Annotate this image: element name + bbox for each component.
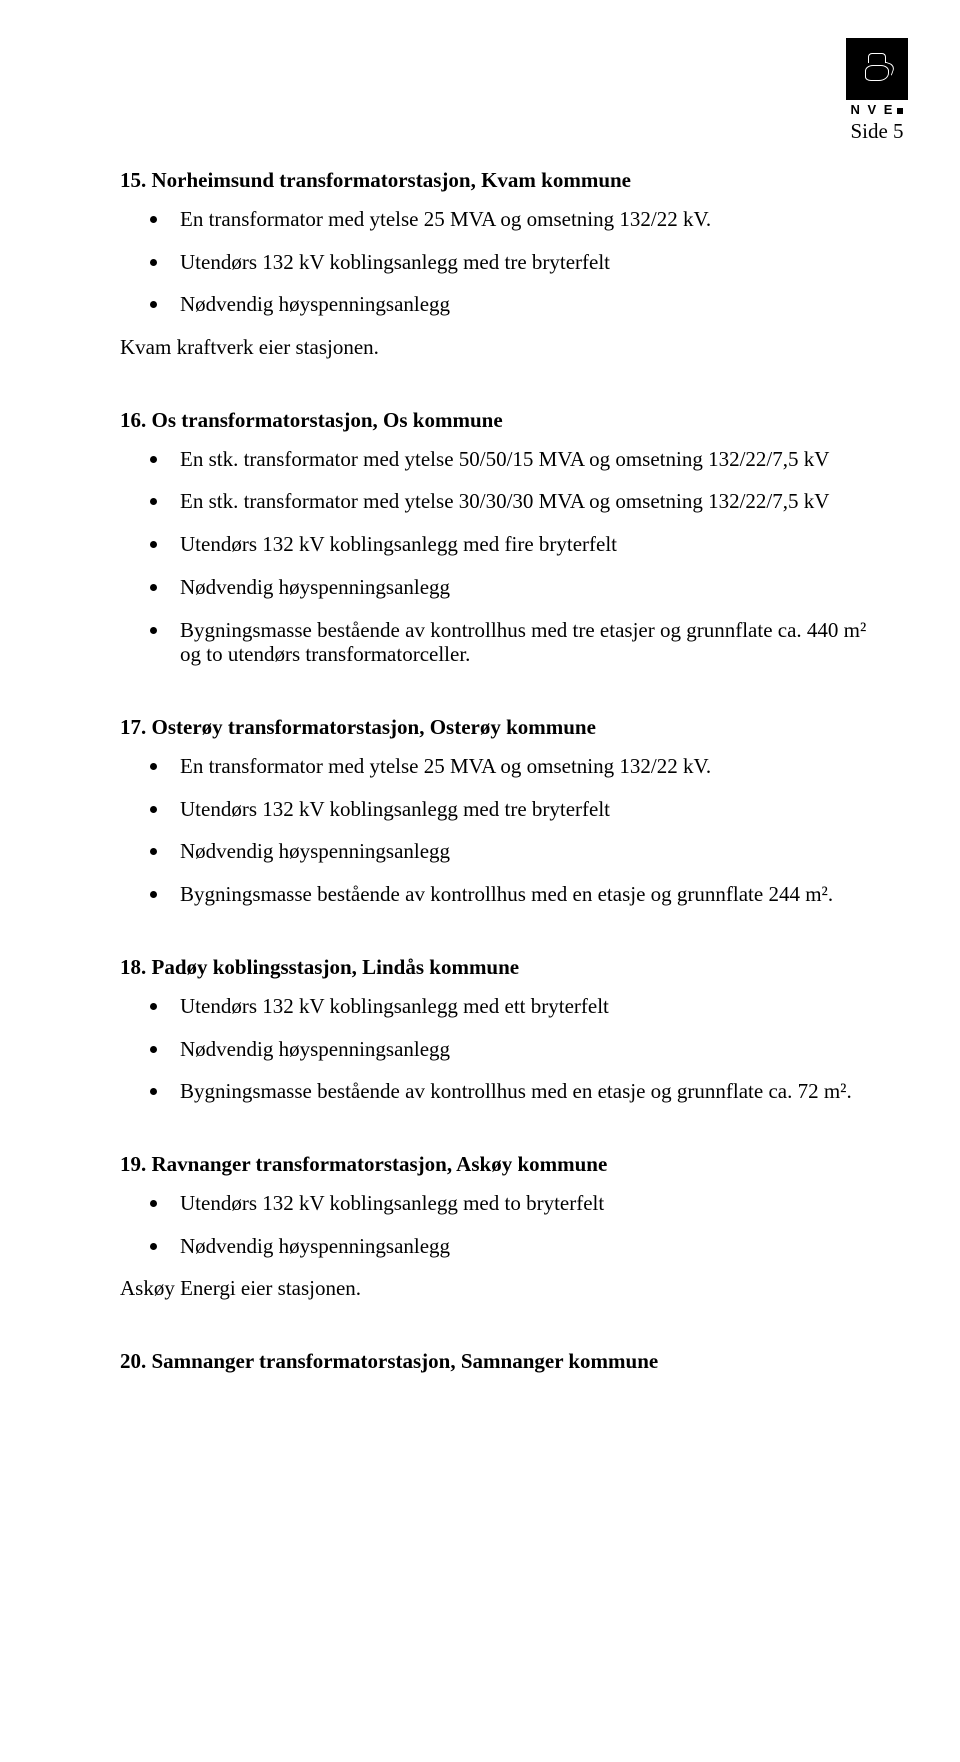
list-item: Nødvendig høyspenningsanlegg: [150, 575, 890, 600]
page-label: Side 5: [846, 119, 908, 144]
section-title: 15. Norheimsund transformatorstasjon, Kv…: [120, 168, 890, 193]
section-title: 16. Os transformatorstasjon, Os kommune: [120, 408, 890, 433]
bullet-list: En stk. transformator med ytelse 50/50/1…: [120, 447, 890, 668]
list-item: Nødvendig høyspenningsanlegg: [150, 1234, 890, 1259]
list-item: Nødvendig høyspenningsanlegg: [150, 839, 890, 864]
lion-icon: [863, 65, 891, 85]
list-item: Bygningsmasse bestående av kontrollhus m…: [150, 882, 890, 907]
page: N V E Side 5 15. Norheimsund transformat…: [0, 0, 960, 1762]
list-item: Utendørs 132 kV koblingsanlegg med tre b…: [150, 797, 890, 822]
bullet-list: En transformator med ytelse 25 MVA og om…: [120, 207, 890, 317]
org-abbr: N V E: [846, 102, 908, 117]
list-item: Utendørs 132 kV koblingsanlegg med fire …: [150, 532, 890, 557]
trail-text: Askøy Energi eier stasjonen.: [120, 1276, 890, 1301]
section-18: 18. Padøy koblingsstasjon, Lindås kommun…: [120, 955, 890, 1104]
list-item: Utendørs 132 kV koblingsanlegg med to br…: [150, 1191, 890, 1216]
list-item: En stk. transformator med ytelse 30/30/3…: [150, 489, 890, 514]
document-body: 15. Norheimsund transformatorstasjon, Kv…: [120, 38, 890, 1374]
list-item: En transformator med ytelse 25 MVA og om…: [150, 754, 890, 779]
list-item: En transformator med ytelse 25 MVA og om…: [150, 207, 890, 232]
list-item: Nødvendig høyspenningsanlegg: [150, 1037, 890, 1062]
nve-logo-icon: [846, 38, 908, 100]
section-title: 18. Padøy koblingsstasjon, Lindås kommun…: [120, 955, 890, 980]
crown-icon: [868, 53, 886, 63]
header-right: N V E Side 5: [846, 38, 908, 144]
section-19: 19. Ravnanger transformatorstasjon, Askø…: [120, 1152, 890, 1301]
bullet-list: Utendørs 132 kV koblingsanlegg med to br…: [120, 1191, 890, 1259]
bullet-list: Utendørs 132 kV koblingsanlegg med ett b…: [120, 994, 890, 1104]
list-item: Utendørs 132 kV koblingsanlegg med ett b…: [150, 994, 890, 1019]
bullet-list: En transformator med ytelse 25 MVA og om…: [120, 754, 890, 907]
trail-text: Kvam kraftverk eier stasjonen.: [120, 335, 890, 360]
list-item: En stk. transformator med ytelse 50/50/1…: [150, 447, 890, 472]
logo-dot-icon: [897, 108, 903, 114]
section-17: 17. Osterøy transformatorstasjon, Osterø…: [120, 715, 890, 907]
list-item: Nødvendig høyspenningsanlegg: [150, 292, 890, 317]
section-title: 20. Samnanger transformatorstasjon, Samn…: [120, 1349, 890, 1374]
section-title: 17. Osterøy transformatorstasjon, Osterø…: [120, 715, 890, 740]
list-item: Bygningsmasse bestående av kontrollhus m…: [150, 618, 890, 668]
section-20: 20. Samnanger transformatorstasjon, Samn…: [120, 1349, 890, 1374]
list-item: Utendørs 132 kV koblingsanlegg med tre b…: [150, 250, 890, 275]
section-16: 16. Os transformatorstasjon, Os kommune …: [120, 408, 890, 667]
section-title: 19. Ravnanger transformatorstasjon, Askø…: [120, 1152, 890, 1177]
list-item: Bygningsmasse bestående av kontrollhus m…: [150, 1079, 890, 1104]
section-15: 15. Norheimsund transformatorstasjon, Kv…: [120, 168, 890, 360]
org-abbr-text: N V E: [851, 102, 895, 117]
